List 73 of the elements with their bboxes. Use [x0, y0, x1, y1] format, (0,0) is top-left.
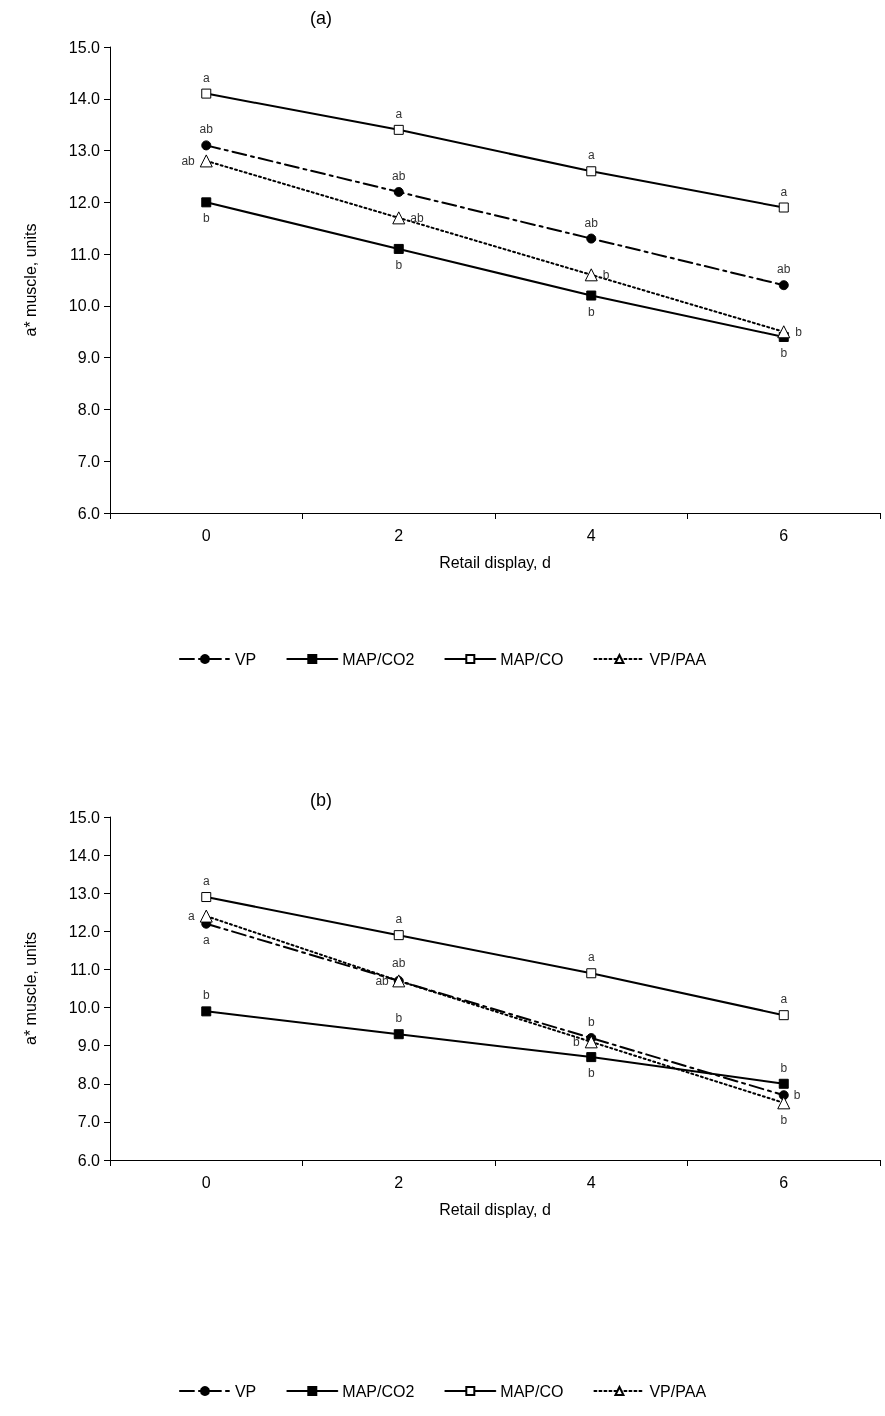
data-label: a: [395, 106, 403, 121]
data-label: b: [573, 1034, 581, 1049]
data-label: b: [780, 1060, 788, 1075]
data-label: a: [587, 950, 595, 965]
data-label: b: [795, 324, 803, 339]
data-label: b: [793, 1088, 801, 1103]
y-tick-label: 9.0: [77, 1037, 101, 1055]
y-tick-label: 8.0: [77, 1075, 101, 1093]
y-tick-label: 14.0: [68, 90, 101, 108]
y-tick-label: 11.0: [70, 960, 101, 978]
y-tick-label: 13.0: [68, 142, 101, 160]
data-label: b: [587, 1015, 595, 1030]
data-label: a: [202, 70, 210, 85]
y-axis-title: a* muscle, units: [21, 932, 39, 1045]
data-label: b: [780, 345, 788, 360]
data-label: a: [188, 909, 196, 924]
legend-label: MAP/CO2: [342, 650, 415, 668]
y-tick-label: 7.0: [77, 452, 101, 470]
data-label: ab: [392, 956, 406, 971]
data-label: a: [780, 184, 788, 199]
x-tick-label: 2: [394, 1173, 404, 1191]
legend-label: VP/PAA: [649, 1382, 707, 1400]
y-tick-label: 15.0: [68, 38, 101, 56]
x-tick-label: 4: [586, 1173, 596, 1191]
x-axis-title: Retail display, d: [439, 553, 551, 571]
y-tick-label: 14.0: [68, 846, 101, 864]
data-label: ab: [392, 168, 406, 183]
data-label: b: [395, 257, 403, 272]
y-tick-label: 10.0: [68, 297, 101, 315]
y-tick-label: 13.0: [68, 884, 101, 902]
y-tick-label: 6.0: [77, 1151, 101, 1169]
legend-label: VP/PAA: [649, 650, 707, 668]
data-label: b: [202, 211, 210, 226]
y-tick-label: 6.0: [77, 504, 101, 522]
x-axis-title: Retail display, d: [439, 1200, 551, 1218]
x-tick-label: 6: [779, 526, 789, 544]
data-label: ab: [375, 973, 390, 988]
y-tick-label: 8.0: [77, 400, 101, 418]
y-tick-label: 12.0: [68, 193, 101, 211]
data-label: b: [587, 304, 595, 319]
x-tick-label: 4: [586, 526, 596, 544]
y-tick-label: 11.0: [70, 245, 101, 263]
data-label: b: [395, 1011, 403, 1026]
data-label: a: [395, 912, 403, 927]
data-label: b: [587, 1066, 595, 1081]
data-label: a: [202, 874, 210, 889]
chart-title: (a): [310, 8, 332, 28]
data-label: ab: [777, 262, 791, 277]
chart-title: (b): [310, 790, 332, 810]
data-label: ab: [584, 215, 599, 230]
data-label: ab: [199, 122, 214, 137]
data-label: b: [202, 988, 210, 1003]
data-label: a: [780, 992, 788, 1007]
data-label: ab: [181, 153, 196, 168]
data-label: a: [202, 932, 210, 947]
x-tick-label: 2: [394, 526, 404, 544]
data-label: b: [780, 1113, 788, 1128]
x-tick-label: 6: [779, 1173, 789, 1191]
y-tick-label: 10.0: [68, 999, 101, 1017]
data-label: ab: [410, 210, 424, 225]
legend-label: VP: [234, 650, 257, 668]
x-tick-label: 0: [201, 1173, 211, 1191]
data-label: a: [587, 148, 595, 163]
legend-label: VP: [234, 1382, 257, 1400]
y-tick-label: 9.0: [77, 349, 101, 367]
legend-label: MAP/CO: [500, 1382, 564, 1400]
y-tick-label: 15.0: [68, 808, 101, 826]
x-tick-label: 0: [201, 526, 211, 544]
y-tick-label: 7.0: [77, 1113, 101, 1131]
legend-label: MAP/CO: [500, 650, 564, 668]
legend-label: MAP/CO2: [342, 1382, 415, 1400]
y-tick-label: 12.0: [68, 922, 101, 940]
y-axis-title: a* muscle, units: [21, 223, 39, 337]
